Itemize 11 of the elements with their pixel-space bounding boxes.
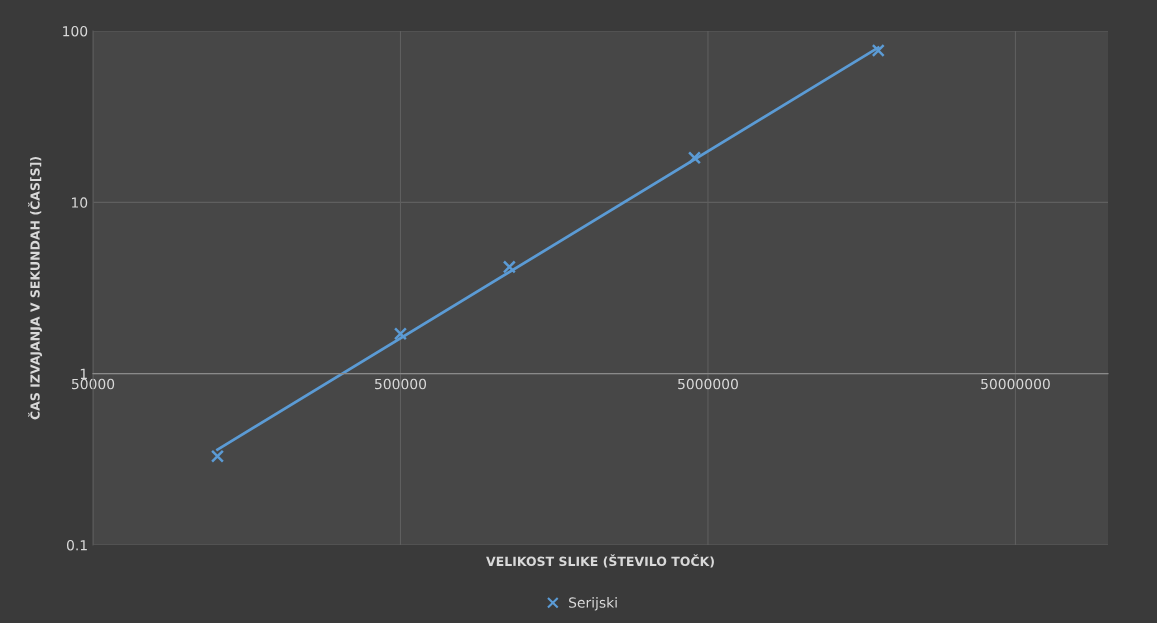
x-tick-label: 50000000 [981,378,1050,390]
x-tick-label: 500000 [375,378,427,390]
x-axis-title: VELIKOST SLIKE (ŠTEVILO TOČK) [486,554,714,568]
x-tick-label: 5000000 [678,378,738,390]
x-tick-label: 50000 [71,378,115,390]
y-tick-label: 1 [80,368,87,379]
y-tick-label: 100 [63,25,88,37]
legend-label: Serijski [569,597,617,611]
y-tick-label: 10 [71,197,88,208]
y-axis-title: ČAS IZVAJANJA V SEKUNDAH (ČAS[S]) [28,157,43,420]
y-tick-label: 0.1 [66,539,87,551]
